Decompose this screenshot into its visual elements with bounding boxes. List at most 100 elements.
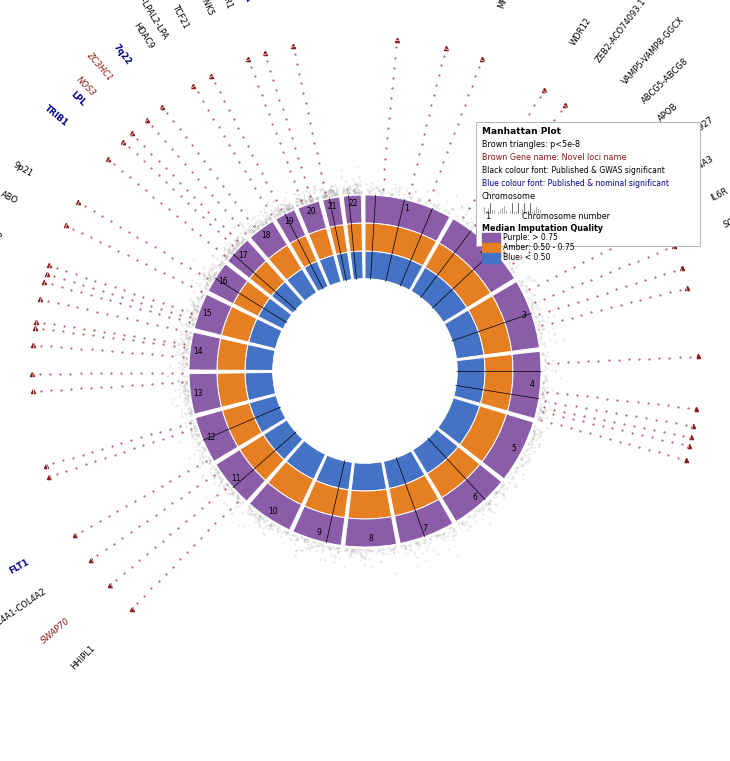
Wedge shape (348, 489, 391, 519)
Text: Manhattan Plot: Manhattan Plot (482, 127, 561, 136)
Wedge shape (223, 403, 262, 447)
Text: ABO: ABO (0, 189, 19, 205)
Text: Median Imputation Quality: Median Imputation Quality (482, 224, 603, 233)
Wedge shape (258, 298, 292, 330)
Text: Blue: < 0.50: Blue: < 0.50 (503, 253, 550, 263)
Wedge shape (250, 221, 288, 259)
Text: 14: 14 (193, 347, 203, 356)
Wedge shape (439, 218, 515, 293)
Wedge shape (365, 195, 450, 241)
Wedge shape (319, 255, 341, 286)
Wedge shape (343, 195, 362, 224)
Wedge shape (239, 435, 284, 480)
Wedge shape (453, 358, 485, 403)
Text: WDR12: WDR12 (569, 16, 593, 47)
Wedge shape (395, 499, 453, 543)
Text: ANKS1A: ANKS1A (233, 0, 253, 3)
Wedge shape (264, 420, 303, 460)
Text: 13: 13 (193, 389, 203, 397)
Text: Blue colour font: Published & nominal significant: Blue colour font: Published & nominal si… (482, 179, 669, 188)
Text: SORT1: SORT1 (722, 212, 730, 230)
Wedge shape (287, 269, 317, 301)
Text: ZC3HC1: ZC3HC1 (85, 50, 115, 82)
Wedge shape (323, 197, 344, 228)
Wedge shape (208, 264, 247, 304)
Text: MRAS: MRAS (496, 0, 513, 10)
Text: TCF21: TCF21 (170, 3, 191, 30)
Wedge shape (298, 201, 326, 234)
Wedge shape (250, 482, 301, 530)
Text: 1: 1 (404, 204, 410, 213)
FancyBboxPatch shape (476, 122, 700, 246)
Text: 20: 20 (306, 208, 316, 216)
Text: FLT1: FLT1 (7, 558, 31, 576)
Text: 21: 21 (328, 202, 337, 211)
Text: IL6R: IL6R (710, 186, 730, 202)
Wedge shape (365, 251, 423, 291)
Wedge shape (189, 373, 221, 414)
Wedge shape (269, 245, 302, 280)
Wedge shape (365, 223, 437, 266)
Text: Purple: > 0.75: Purple: > 0.75 (503, 234, 558, 243)
Text: 5: 5 (512, 444, 517, 453)
Text: 19: 19 (284, 217, 293, 226)
Wedge shape (411, 267, 467, 323)
Text: 8: 8 (368, 534, 373, 543)
Wedge shape (250, 261, 285, 296)
Wedge shape (383, 451, 425, 489)
Wedge shape (293, 506, 345, 546)
Text: Brown Gene name: Novel loci name: Brown Gene name: Novel loci name (482, 153, 626, 162)
Wedge shape (427, 447, 480, 498)
Text: 18: 18 (261, 231, 271, 240)
Text: 15: 15 (202, 309, 212, 318)
Wedge shape (345, 517, 396, 547)
Wedge shape (196, 410, 238, 461)
Text: 7: 7 (422, 524, 427, 533)
Wedge shape (276, 210, 306, 244)
Text: 22: 22 (348, 199, 358, 208)
Text: 7q22: 7q22 (112, 43, 133, 67)
Text: ABCG5-ABCG8: ABCG5-ABCG8 (640, 56, 691, 106)
Wedge shape (245, 372, 276, 400)
Wedge shape (233, 281, 270, 317)
Wedge shape (245, 345, 275, 371)
Text: 9: 9 (316, 528, 321, 537)
Wedge shape (248, 319, 283, 349)
Wedge shape (217, 373, 249, 407)
Bar (482, 233, 500, 243)
Wedge shape (438, 398, 480, 444)
Text: 16: 16 (218, 277, 228, 286)
Text: AK097927: AK097927 (675, 115, 715, 147)
Wedge shape (268, 461, 314, 505)
Wedge shape (250, 396, 286, 432)
Text: 2: 2 (480, 246, 485, 255)
Text: PHACTR1: PHACTR1 (212, 0, 234, 10)
Wedge shape (425, 243, 491, 307)
Text: MIA3: MIA3 (693, 154, 715, 173)
Text: Chromosome: Chromosome (482, 192, 536, 201)
Text: 9p21: 9p21 (11, 160, 34, 179)
Text: Black colour font: Published & GWAS significant: Black colour font: Published & GWAS sign… (482, 166, 665, 175)
Bar (482, 253, 500, 263)
Wedge shape (480, 355, 513, 411)
Text: 6: 6 (473, 493, 478, 502)
Text: SLC22A3-LPAL2-LPA: SLC22A3-LPAL2-LPA (119, 0, 169, 42)
Text: SWAP70: SWAP70 (39, 616, 72, 645)
Wedge shape (460, 406, 507, 462)
Wedge shape (316, 455, 353, 490)
Wedge shape (286, 441, 326, 479)
Wedge shape (469, 296, 512, 355)
Wedge shape (221, 307, 257, 342)
Wedge shape (309, 228, 334, 260)
Text: Chromosome number: Chromosome number (522, 212, 610, 221)
Text: 11: 11 (231, 474, 241, 483)
Wedge shape (194, 295, 232, 336)
Wedge shape (442, 464, 502, 521)
Text: 12: 12 (206, 432, 215, 441)
Wedge shape (272, 282, 304, 314)
Circle shape (273, 279, 457, 463)
Text: 17: 17 (238, 251, 247, 260)
Text: 3: 3 (521, 311, 526, 320)
Text: KCNK5: KCNK5 (196, 0, 215, 18)
Wedge shape (290, 235, 317, 268)
